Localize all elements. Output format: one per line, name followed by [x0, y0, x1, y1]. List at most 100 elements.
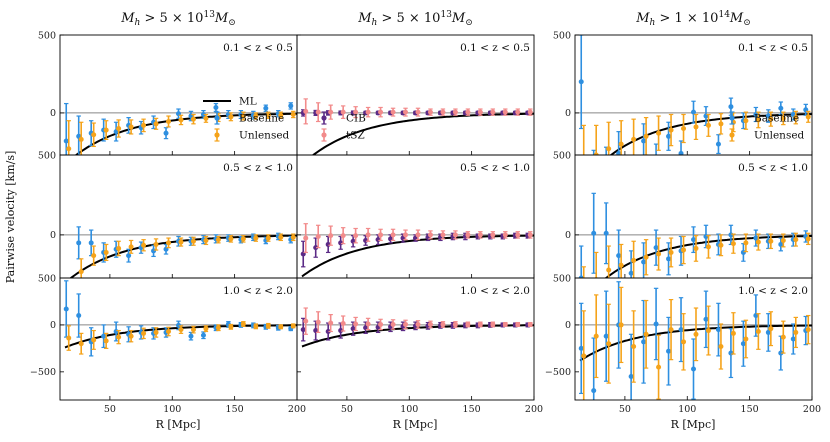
unlensed-point [631, 344, 637, 350]
tsz-point [328, 320, 334, 326]
x-tick-label: 50 [619, 404, 631, 415]
panel-plot-area [60, 226, 297, 278]
baseline-point [616, 253, 622, 259]
tsz-point [490, 321, 496, 327]
tsz-point [340, 233, 346, 239]
unlensed-point [215, 237, 221, 243]
baseline-point [263, 105, 269, 111]
unlensed-point [593, 152, 599, 155]
baseline-point [715, 327, 721, 333]
unlensed-point [166, 240, 172, 246]
unlensed-point [705, 122, 711, 128]
panel-1-1: 0.5 < z < 1.0 [296, 154, 535, 279]
baseline-point [653, 321, 659, 327]
y-tick-label: 500 [553, 150, 571, 161]
tsz-point [440, 321, 446, 327]
baseline-point [101, 333, 107, 339]
tsz-point [353, 109, 359, 115]
legend-label: CIB [346, 113, 366, 125]
tsz-point [465, 232, 471, 238]
baseline-point [200, 111, 206, 117]
y-tick-label: 500 [553, 30, 571, 41]
baseline-point [691, 366, 696, 372]
tsz-point [315, 233, 321, 239]
baseline-point [641, 339, 647, 345]
unlensed-point [91, 337, 97, 343]
panel-plot-area [297, 223, 534, 278]
unlensed-point [730, 241, 736, 247]
unlensed-point [643, 254, 649, 260]
unlensed-point [656, 364, 662, 370]
x-tick-label: 150 [741, 404, 759, 415]
baseline-point [666, 133, 672, 139]
tsz-point [303, 318, 309, 324]
unlensed-point [606, 146, 612, 152]
legend-dot [214, 132, 220, 138]
column-title: Mh > 5 × 1013M⊙ [120, 10, 236, 28]
baseline-point [603, 333, 609, 339]
baseline-point [591, 388, 597, 394]
legend-label: Unlensed [754, 130, 805, 142]
unlensed-point [780, 115, 786, 121]
unlensed-point [278, 324, 284, 330]
unlensed-point [705, 328, 711, 334]
tsz-point [515, 321, 521, 327]
tsz-point [452, 232, 458, 238]
redshift-label: 0.1 < z < 0.5 [460, 42, 530, 54]
unlensed-point [178, 239, 184, 245]
unlensed-point [190, 238, 196, 244]
unlensed-point [290, 234, 296, 240]
baseline-point [213, 104, 219, 110]
unlensed-point [141, 242, 147, 248]
redshift-label: 0.5 < z < 1.0 [738, 162, 808, 174]
legend-label: Baseline [239, 113, 284, 125]
unlensed-point [656, 251, 662, 257]
ml-curve [311, 112, 534, 155]
unlensed-point [793, 329, 799, 335]
unlensed-point [743, 240, 749, 246]
x-tick-label: 50 [104, 404, 116, 415]
legend-label: ML [239, 96, 257, 108]
panel-frame [574, 277, 813, 401]
unlensed-point [618, 141, 624, 147]
baseline-point [654, 157, 659, 162]
panel-1-2: 50 100 150 200 1.0 < z < 2.0 [296, 277, 543, 415]
panel-plot-area [60, 102, 297, 155]
unlensed-point [166, 328, 172, 334]
unlensed-point [793, 237, 799, 243]
unlensed-point [116, 334, 122, 340]
unlensed-point [141, 122, 147, 128]
x-tick-label: 150 [463, 404, 481, 415]
tsz-point [353, 321, 359, 327]
tsz-point [390, 321, 396, 327]
baseline-point [616, 150, 622, 155]
baseline-point [176, 322, 181, 328]
unlensed-point [240, 113, 246, 119]
baseline-point [288, 103, 294, 109]
tsz-point [340, 321, 346, 327]
legend-label: Unlensed [239, 130, 290, 142]
unlensed-point [153, 241, 159, 247]
unlensed-point [793, 115, 799, 121]
tsz-point [452, 321, 458, 327]
unlensed-point [743, 118, 749, 124]
unlensed-point [178, 327, 184, 333]
y-tick-label: 500 [38, 30, 56, 41]
baseline-point [765, 329, 771, 335]
unlensed-point [66, 335, 72, 341]
x-tick-label: 100 [400, 404, 418, 415]
unlensed-point [141, 330, 147, 336]
legend-dot [214, 115, 220, 121]
unlensed-point [153, 121, 159, 127]
tsz-point [502, 232, 508, 238]
x-tick-label: 150 [226, 404, 244, 415]
unlensed-point [606, 267, 612, 273]
legend: Baseline Unlensed [729, 111, 805, 142]
unlensed-point [768, 116, 774, 122]
redshift-label: 1.0 < z < 2.0 [223, 285, 293, 297]
baseline-point [678, 327, 684, 333]
cib-point [338, 328, 344, 334]
baseline-point [76, 313, 82, 319]
unlensed-point [643, 331, 649, 337]
unlensed-point [66, 146, 72, 152]
